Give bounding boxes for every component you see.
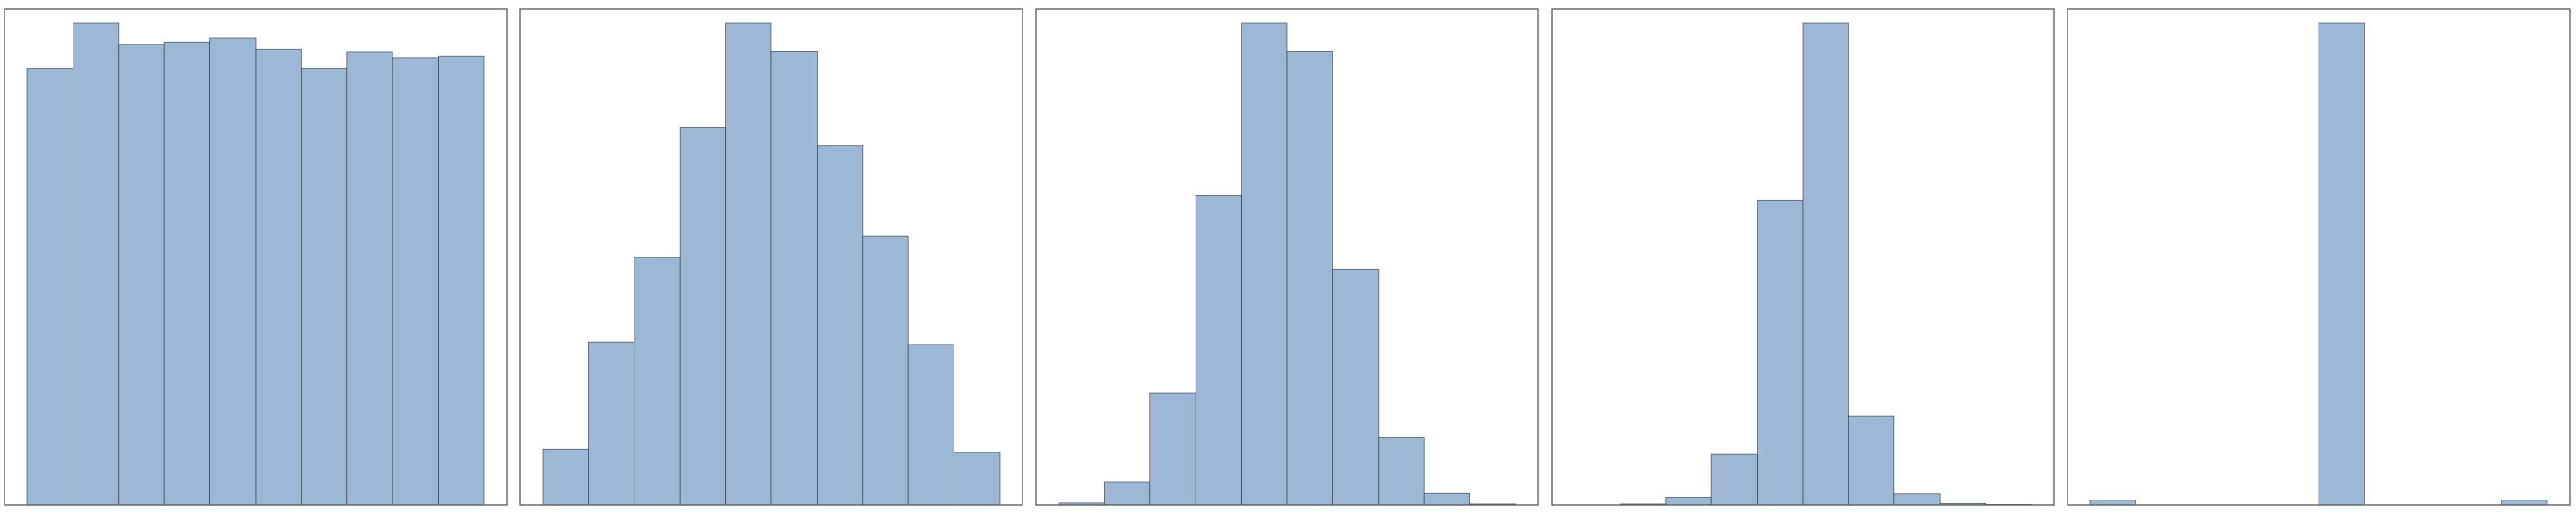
histogram-bar-4-8 [1893, 493, 1941, 506]
histogram-bar-3-6 [1286, 50, 1333, 506]
panel-frame-2 [519, 8, 1023, 506]
histogram-bar-1-10 [438, 55, 485, 506]
histogram-bar-2-3 [634, 257, 681, 506]
histogram-panel-1 [4, 8, 508, 506]
histogram-bar-2-1 [542, 448, 589, 506]
histogram-bar-4-7 [1848, 415, 1895, 506]
panel-frame-1 [4, 8, 508, 506]
panel-frame-4 [1551, 8, 2055, 506]
histogram-bar-1-3 [118, 44, 165, 506]
histogram-bar-1-1 [26, 68, 73, 506]
histogram-bar-5-1 [2089, 500, 2136, 506]
histogram-panel-5 [2067, 8, 2571, 506]
histogram-bar-2-10 [954, 452, 1001, 506]
panel-frame-3 [1035, 8, 1539, 506]
histogram-bar-2-2 [588, 341, 635, 506]
histogram-bar-3-3 [1149, 392, 1196, 506]
histogram-bar-1-2 [73, 22, 120, 506]
histogram-bar-2-8 [862, 235, 909, 506]
histogram-bar-3-4 [1195, 195, 1242, 506]
histogram-bar-1-9 [392, 57, 440, 506]
histogram-bar-5-10 [2501, 500, 2548, 506]
histogram-panel-2 [519, 8, 1023, 506]
histogram-bar-4-5 [1757, 199, 1804, 506]
histogram-bar-1-4 [163, 41, 210, 506]
histogram-bar-1-6 [255, 48, 302, 506]
histogram-bar-3-5 [1241, 22, 1288, 506]
panel-frame-5 [2067, 8, 2571, 506]
histogram-bar-4-6 [1802, 22, 1849, 506]
histogram-bar-3-8 [1378, 437, 1425, 506]
histogram-bar-1-5 [209, 37, 257, 506]
histogram-bar-2-5 [725, 22, 772, 506]
histogram-bar-1-7 [300, 68, 348, 506]
histogram-bar-1-8 [346, 51, 393, 506]
histogram-bar-3-2 [1104, 481, 1151, 506]
histogram-bar-2-9 [907, 344, 955, 506]
histogram-bar-3-9 [1423, 492, 1470, 506]
histogram-bar-3-7 [1332, 268, 1380, 506]
histogram-bar-2-4 [679, 127, 727, 506]
histogram-bar-2-6 [770, 50, 818, 506]
histogram-bar-4-4 [1710, 453, 1758, 506]
histogram-bar-5-6 [2318, 22, 2365, 506]
histogram-bar-4-3 [1665, 497, 1712, 506]
histogram-panel-3 [1035, 8, 1539, 506]
histogram-bar-2-7 [817, 145, 864, 506]
histogram-panel-4 [1551, 8, 2055, 506]
